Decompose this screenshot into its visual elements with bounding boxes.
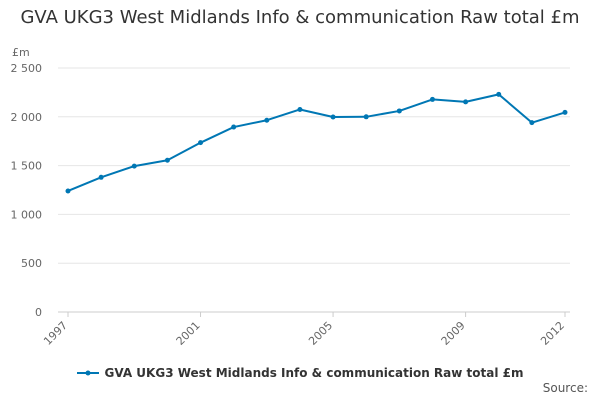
grid-lines — [58, 67, 570, 313]
data-point — [562, 109, 568, 115]
x-axis-ticks: 1997 2001 2005 2009 2012 — [41, 312, 567, 348]
y-tick-label: 500 — [21, 257, 42, 270]
data-point — [198, 140, 204, 146]
source-label: Source: — [542, 381, 588, 395]
data-point — [529, 120, 535, 126]
series-line — [67, 93, 566, 192]
legend-item[interactable]: GVA UKG3 West Midlands Info & communicat… — [76, 366, 524, 380]
x-tick-label: 2012 — [538, 319, 567, 348]
x-tick-label: 2009 — [439, 319, 468, 348]
x-tick-label: 2005 — [306, 319, 335, 348]
data-point — [396, 108, 402, 114]
y-tick-label: 2 000 — [11, 111, 43, 124]
data-point — [463, 99, 469, 105]
x-tick-label: 1997 — [41, 319, 70, 348]
y-tick-label: 0 — [35, 306, 42, 319]
legend[interactable]: GVA UKG3 West Midlands Info & communicat… — [0, 366, 600, 381]
data-point — [231, 124, 237, 130]
data-point — [98, 174, 104, 180]
y-tick-label: 2 500 — [11, 62, 43, 75]
y-tick-label: 1 000 — [11, 208, 43, 221]
chart-title: GVA UKG3 West Midlands Info & communicat… — [20, 7, 580, 28]
data-point — [65, 188, 71, 194]
data-point — [330, 114, 336, 120]
data-point — [131, 163, 137, 169]
legend-label: GVA UKG3 West Midlands Info & communicat… — [104, 366, 524, 380]
data-point — [363, 114, 369, 120]
y-axis-ticks: 0 500 1 000 1 500 2 000 2 500 — [11, 62, 43, 319]
data-point — [264, 117, 270, 123]
y-tick-label: 1 500 — [11, 160, 43, 173]
legend-line-marker-icon — [76, 370, 99, 376]
y-axis-unit-label: £m — [12, 46, 30, 59]
data-point — [297, 106, 303, 112]
series-group — [65, 91, 568, 194]
data-point — [164, 157, 170, 163]
data-point — [496, 91, 502, 97]
data-point — [429, 96, 435, 102]
x-tick-label: 2001 — [174, 319, 203, 348]
